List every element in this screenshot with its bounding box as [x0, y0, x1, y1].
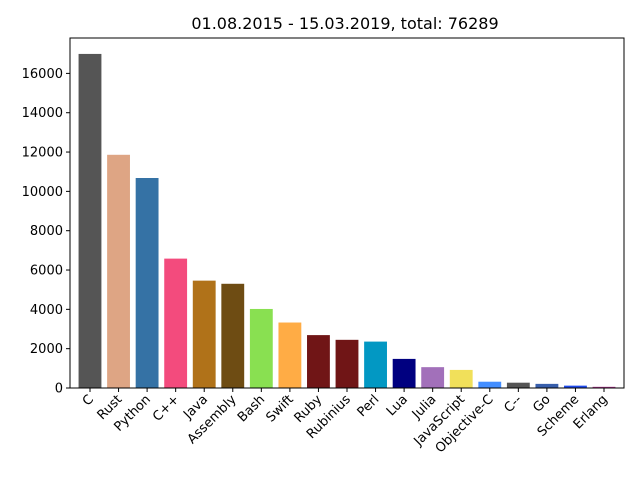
y-tick-label: 2000 [30, 342, 63, 357]
y-tick-label: 4000 [30, 303, 63, 318]
bar-bash [249, 308, 273, 388]
y-tick-label: 14000 [22, 106, 63, 121]
x-tick-label: Lua [384, 392, 411, 419]
x-tick-label: C-- [502, 392, 526, 416]
bar-javascript [449, 369, 473, 388]
y-tick-label: 12000 [22, 146, 63, 161]
bar-assembly [221, 283, 245, 388]
bar-go [535, 383, 559, 388]
bar-java [192, 280, 216, 388]
chart-title: 01.08.2015 - 15.03.2019, total: 76289 [191, 14, 498, 33]
bar-erlang [592, 386, 616, 388]
y-axis: 0 2000 4000 6000 8000 10000 12000 14000 16000 [22, 67, 70, 397]
x-axis: CRustPythonC++JavaAssemblyBashSwiftRubyR… [80, 388, 611, 456]
bar-rubinius [335, 339, 359, 388]
x-tick-label: Swift [264, 392, 297, 425]
bars-group [78, 53, 616, 388]
bar-ruby [307, 335, 330, 388]
y-tick-label: 10000 [22, 185, 63, 200]
bar-rust [107, 154, 130, 388]
bar-swift [278, 322, 302, 388]
x-tick-label: C [80, 392, 97, 409]
bar-c- [506, 382, 530, 388]
y-tick-label: 0 [55, 382, 63, 397]
x-tick-label: C++ [150, 392, 182, 424]
x-tick-label: Go [530, 392, 553, 415]
y-tick-label: 16000 [22, 67, 63, 82]
x-tick-label: Bash [235, 392, 268, 425]
bar-c [78, 53, 102, 388]
plot-frame [69, 37, 625, 389]
x-tick-label: Perl [355, 392, 383, 420]
y-tick-label: 8000 [30, 224, 63, 239]
bar-lua [392, 358, 416, 388]
bar-scheme [564, 385, 587, 388]
y-tick-label: 6000 [30, 264, 63, 279]
bar-perl [364, 341, 387, 388]
bar-c- [164, 258, 188, 388]
bar-julia [421, 367, 445, 388]
bar-python [135, 178, 159, 388]
bar-objective-c [478, 381, 502, 388]
